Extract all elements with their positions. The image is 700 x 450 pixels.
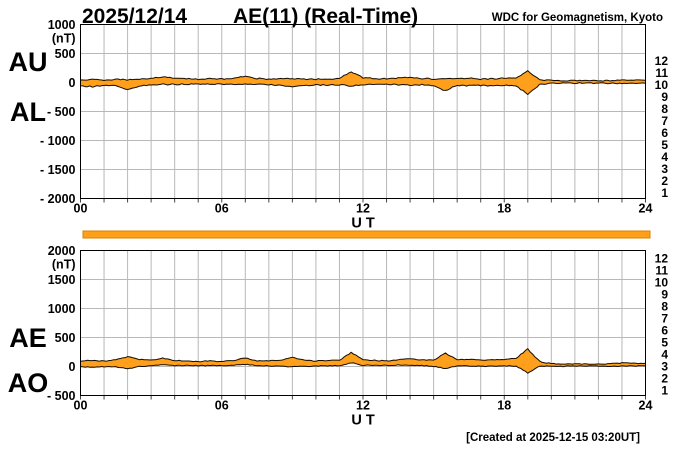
- x-tick-label: 06: [215, 202, 229, 216]
- y-tick-label: 500: [55, 47, 76, 61]
- y-tick-label: 1000: [48, 302, 76, 316]
- y-axis-unit: (nT): [52, 32, 76, 46]
- created-label: [Created at 2025-12-15 03:20UT]: [466, 432, 640, 444]
- station-count-11: 11: [655, 66, 668, 80]
- station-count-6: 6: [661, 324, 668, 338]
- index-label-ao: AO: [8, 368, 49, 398]
- x-tick-label: 24: [639, 202, 653, 216]
- station-count-8: 8: [661, 102, 668, 116]
- station-count-12: 12: [655, 54, 669, 68]
- x-tick-label: 18: [497, 399, 511, 413]
- index-label-au: AU: [9, 47, 48, 77]
- x-axis-title: U T: [351, 413, 375, 429]
- station-count-10: 10: [655, 78, 669, 92]
- station-count-11: 11: [655, 264, 668, 278]
- plot-title: AE(11) (Real-Time): [233, 5, 418, 28]
- station-count-2: 2: [661, 372, 668, 386]
- gridlines: [80, 24, 646, 199]
- y-tick-label: - 500: [47, 389, 76, 403]
- station-count-5: 5: [661, 138, 668, 152]
- header: 2025/12/14 AE(11) (Real-Time) WDC for Ge…: [82, 5, 663, 28]
- station-count-4: 4: [661, 150, 668, 164]
- index-label-al: AL: [10, 97, 46, 127]
- y-tick-label: 1500: [48, 273, 76, 287]
- station-count-7: 7: [661, 114, 668, 128]
- station-count-5: 5: [661, 336, 668, 350]
- station-count-8: 8: [661, 300, 668, 314]
- x-axis-title: U T: [351, 216, 375, 232]
- gridlines: [80, 250, 646, 396]
- station-count-9: 9: [661, 288, 668, 302]
- index-label-ae: AE: [9, 323, 47, 353]
- station-count-3: 3: [661, 360, 668, 374]
- x-tick-label: 00: [74, 399, 88, 413]
- x-tick-label: 12: [356, 399, 370, 413]
- y-tick-label: 2000: [48, 244, 76, 258]
- y-tick-label: - 1500: [40, 163, 75, 177]
- station-count-10: 10: [655, 276, 669, 290]
- station-count-4: 4: [661, 348, 668, 362]
- x-tick-label: 24: [639, 399, 653, 413]
- x-tick-label: 18: [497, 202, 511, 216]
- y-tick-label: 1000: [48, 18, 76, 32]
- availability-bar: [82, 230, 651, 239]
- station-count-6: 6: [661, 126, 668, 140]
- x-tick-label: 00: [74, 202, 88, 216]
- y-tick-label: 500: [55, 331, 76, 345]
- station-count-2: 2: [661, 174, 668, 188]
- source-label: WDC for Geomagnetism, Kyoto: [492, 12, 663, 24]
- y-tick-label: 0: [69, 360, 76, 374]
- plot-border: [80, 250, 646, 396]
- station-count-1: 1: [661, 384, 668, 398]
- station-count-1: 1: [661, 186, 668, 200]
- y-tick-label: - 1000: [40, 134, 75, 148]
- y-axis-unit: (nT): [52, 258, 76, 272]
- station-count-3: 3: [661, 162, 668, 176]
- station-count-7: 7: [661, 312, 668, 326]
- x-tick-label: 06: [215, 399, 229, 413]
- station-count-9: 9: [661, 90, 668, 104]
- y-tick-label: - 500: [47, 105, 76, 119]
- y-tick-label: 0: [69, 76, 76, 90]
- plot-date: 2025/12/14: [82, 5, 187, 28]
- station-count-12: 12: [655, 252, 669, 266]
- plot-border: [80, 24, 646, 199]
- x-tick-label: 12: [356, 202, 370, 216]
- y-tick-label: - 2000: [40, 192, 75, 206]
